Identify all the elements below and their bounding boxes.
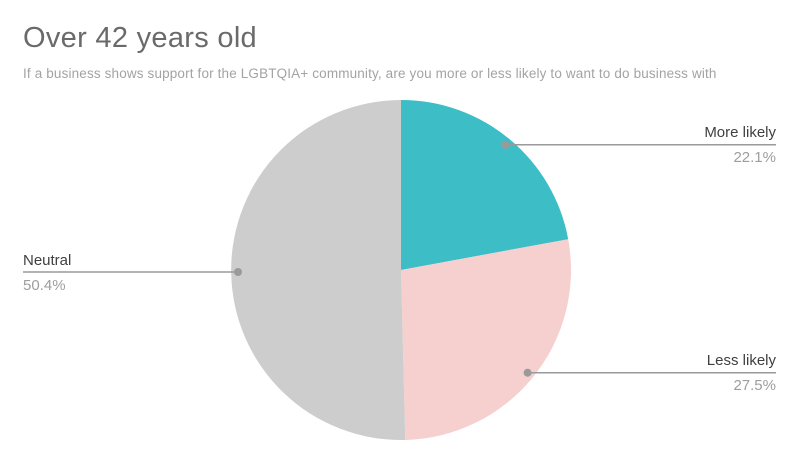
slice-name-neutral: Neutral xyxy=(23,252,72,269)
leader-dot-less-likely xyxy=(523,368,532,377)
slice-label-less-likely: Less likely 27.5% xyxy=(707,351,776,395)
chart-title: Over 42 years old xyxy=(23,22,257,54)
slice-name-more-likely: More likely xyxy=(704,124,776,141)
leader-dot-neutral xyxy=(234,268,242,276)
slice-label-more-likely: More likely 22.1% xyxy=(704,123,776,167)
chart-subtitle: If a business shows support for the LGBT… xyxy=(23,66,717,81)
slice-percent-less-likely: 27.5% xyxy=(733,377,776,394)
slice-label-neutral: Neutral 50.4% xyxy=(23,251,71,295)
slice-percent-more-likely: 22.1% xyxy=(733,149,776,166)
pie-slice-less-likely xyxy=(401,239,572,440)
slice-name-less-likely: Less likely xyxy=(706,352,776,369)
leader-dot-more-likely xyxy=(501,140,510,149)
pie-slice-more-likely xyxy=(401,100,569,270)
pie-slice-neutral xyxy=(231,100,406,440)
slice-percent-neutral: 50.4% xyxy=(23,277,66,294)
